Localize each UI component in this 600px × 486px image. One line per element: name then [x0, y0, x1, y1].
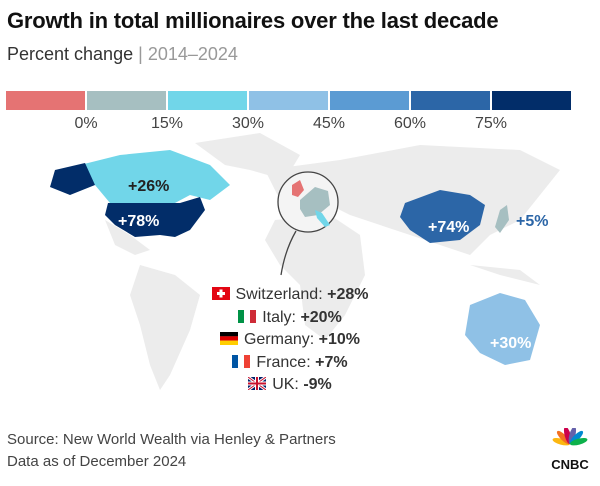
subtitle-period: 2014–2024	[147, 44, 238, 64]
usa-label: +78%	[118, 213, 160, 230]
subtitle-separator: |	[138, 44, 143, 64]
country-name: Switzerland:	[235, 286, 323, 303]
europe-row: France: +7%	[150, 352, 430, 375]
legend-swatch	[6, 91, 85, 110]
australia-region	[465, 293, 540, 365]
legend-tick: 75%	[474, 115, 508, 132]
australia-label: +30%	[490, 335, 532, 352]
legend-swatch	[411, 91, 490, 110]
country-name: France:	[256, 353, 311, 371]
country-name: Italy:	[262, 308, 296, 326]
china-label: +74%	[428, 219, 470, 236]
legend-tick: 0%	[74, 115, 98, 132]
country-name: Germany:	[243, 331, 315, 348]
subtitle: Percent change | 2014–2024	[7, 44, 238, 65]
page-title: Growth in total millionaires over the la…	[7, 8, 499, 33]
legend-tick: 15%	[150, 115, 184, 132]
japan-region	[495, 205, 509, 233]
legend-tick: 45%	[312, 115, 346, 132]
germany-flag-icon	[219, 331, 244, 348]
color-legend	[6, 91, 571, 110]
italy-flag-icon	[238, 309, 262, 326]
cnbc-wordmark: CNBC	[551, 457, 589, 472]
land	[105, 133, 560, 390]
europe-inset	[277, 171, 339, 276]
usa-region	[105, 197, 205, 237]
source-note: Source: New World Wealth via Henley & Pa…	[7, 431, 336, 448]
europe-row: Germany: +10%	[150, 329, 430, 352]
country-value: +20%	[300, 308, 342, 326]
world-map	[50, 133, 560, 390]
china-region	[400, 190, 485, 243]
subtitle-measure: Percent change	[7, 44, 134, 64]
country-name: UK:	[272, 376, 299, 393]
country-value: -9%	[303, 376, 332, 393]
legend-swatch	[249, 91, 328, 110]
legend-swatch	[492, 91, 571, 110]
japan-label: +5%	[516, 213, 549, 230]
legend-swatch	[87, 91, 166, 110]
france-flag-icon	[232, 354, 256, 371]
legend-tick: 60%	[393, 115, 427, 132]
legend-tick: 30%	[231, 115, 265, 132]
alaska-region	[50, 163, 95, 195]
canada-label: +26%	[128, 178, 170, 195]
uk-flag-icon	[248, 376, 272, 393]
europe-row: Switzerland: +28%	[150, 284, 430, 307]
canada-region	[80, 150, 230, 203]
legend-swatch	[330, 91, 409, 110]
date-note: Data as of December 2024	[7, 453, 187, 470]
country-value: +28%	[327, 286, 369, 303]
cnbc-logo: CNBC	[547, 426, 593, 472]
country-value: +10%	[318, 331, 361, 348]
country-value: +7%	[315, 353, 348, 371]
legend-swatch	[168, 91, 247, 110]
switzerland-flag-icon	[211, 286, 236, 303]
europe-row: UK: -9%	[150, 374, 430, 397]
europe-list: Switzerland: +28% Italy: +20% Germany: +10…	[150, 284, 430, 397]
europe-row: Italy: +20%	[150, 307, 430, 330]
